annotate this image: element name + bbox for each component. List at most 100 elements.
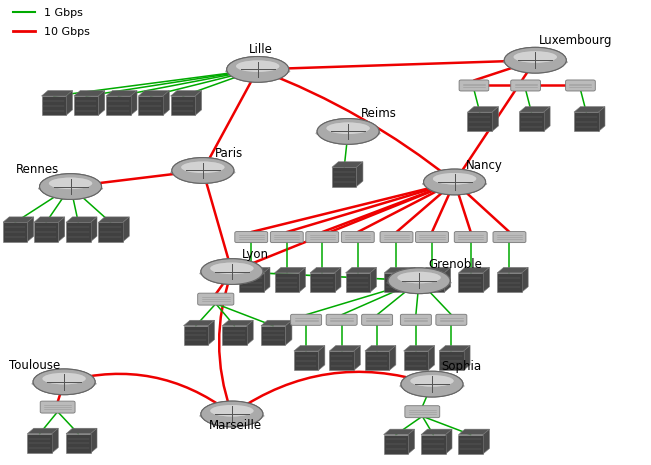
Polygon shape xyxy=(458,267,490,273)
Ellipse shape xyxy=(201,259,263,285)
Polygon shape xyxy=(3,222,27,242)
Ellipse shape xyxy=(503,58,568,66)
Polygon shape xyxy=(365,351,389,370)
Ellipse shape xyxy=(171,168,236,177)
Polygon shape xyxy=(421,429,452,435)
Ellipse shape xyxy=(400,382,465,391)
Polygon shape xyxy=(74,91,105,96)
Polygon shape xyxy=(106,96,131,115)
Polygon shape xyxy=(74,96,98,115)
Polygon shape xyxy=(458,429,490,435)
Polygon shape xyxy=(294,345,325,351)
Ellipse shape xyxy=(387,278,452,287)
Polygon shape xyxy=(519,106,550,112)
Ellipse shape xyxy=(316,129,381,138)
Polygon shape xyxy=(383,429,415,435)
Polygon shape xyxy=(370,267,376,292)
Text: Lille: Lille xyxy=(249,43,273,56)
Ellipse shape xyxy=(401,371,463,397)
Polygon shape xyxy=(59,217,64,242)
Polygon shape xyxy=(384,273,409,292)
Ellipse shape xyxy=(225,67,290,76)
Polygon shape xyxy=(90,217,97,242)
Text: Reims: Reims xyxy=(361,107,397,120)
Ellipse shape xyxy=(422,179,487,188)
Polygon shape xyxy=(98,222,123,242)
Polygon shape xyxy=(384,267,415,273)
Polygon shape xyxy=(574,112,598,132)
Polygon shape xyxy=(497,267,528,273)
FancyBboxPatch shape xyxy=(326,314,357,326)
FancyBboxPatch shape xyxy=(454,232,487,243)
Polygon shape xyxy=(184,326,208,345)
Ellipse shape xyxy=(201,259,263,285)
Polygon shape xyxy=(261,320,292,326)
Ellipse shape xyxy=(38,184,103,193)
Polygon shape xyxy=(598,106,605,132)
Polygon shape xyxy=(409,267,415,292)
Polygon shape xyxy=(483,267,490,292)
Polygon shape xyxy=(27,217,34,242)
Polygon shape xyxy=(335,267,341,292)
Ellipse shape xyxy=(199,269,264,278)
Polygon shape xyxy=(286,320,292,345)
Polygon shape xyxy=(332,167,357,186)
Ellipse shape xyxy=(181,161,225,173)
Polygon shape xyxy=(66,91,72,115)
FancyBboxPatch shape xyxy=(362,314,393,326)
Polygon shape xyxy=(163,91,169,115)
Polygon shape xyxy=(131,91,137,115)
Ellipse shape xyxy=(210,263,254,274)
Ellipse shape xyxy=(227,57,288,82)
Legend: 1 Gbps, 10 Gbps: 1 Gbps, 10 Gbps xyxy=(8,4,94,41)
Polygon shape xyxy=(34,217,64,222)
Ellipse shape xyxy=(199,412,264,420)
Ellipse shape xyxy=(49,178,92,189)
FancyBboxPatch shape xyxy=(566,80,595,91)
Polygon shape xyxy=(329,351,354,370)
Ellipse shape xyxy=(31,379,96,388)
Ellipse shape xyxy=(181,161,225,173)
FancyBboxPatch shape xyxy=(436,314,467,326)
Polygon shape xyxy=(467,112,492,132)
Ellipse shape xyxy=(326,122,370,134)
Polygon shape xyxy=(310,267,341,273)
Text: Toulouse: Toulouse xyxy=(9,359,61,372)
Polygon shape xyxy=(445,429,452,454)
Polygon shape xyxy=(365,345,396,351)
Polygon shape xyxy=(519,112,544,132)
Ellipse shape xyxy=(317,119,379,144)
Polygon shape xyxy=(42,91,72,96)
Polygon shape xyxy=(428,345,435,370)
Ellipse shape xyxy=(171,168,236,177)
Polygon shape xyxy=(458,435,483,454)
Ellipse shape xyxy=(388,268,450,293)
Polygon shape xyxy=(184,320,214,326)
Polygon shape xyxy=(439,351,464,370)
Text: Paris: Paris xyxy=(214,147,243,160)
Polygon shape xyxy=(208,320,214,345)
FancyBboxPatch shape xyxy=(290,314,322,326)
Ellipse shape xyxy=(316,129,381,138)
Polygon shape xyxy=(421,435,445,454)
Polygon shape xyxy=(354,345,361,370)
Text: Grenoble: Grenoble xyxy=(429,258,482,271)
Polygon shape xyxy=(389,345,396,370)
Polygon shape xyxy=(275,267,305,273)
Ellipse shape xyxy=(400,382,465,391)
Text: Nancy: Nancy xyxy=(466,159,503,172)
Polygon shape xyxy=(357,162,363,186)
Polygon shape xyxy=(329,345,361,351)
Polygon shape xyxy=(3,217,34,222)
Polygon shape xyxy=(318,345,325,370)
Ellipse shape xyxy=(236,60,279,72)
Polygon shape xyxy=(464,345,470,370)
Polygon shape xyxy=(27,434,52,453)
Ellipse shape xyxy=(433,173,477,185)
Polygon shape xyxy=(171,91,202,96)
Text: Marseille: Marseille xyxy=(208,419,262,432)
Ellipse shape xyxy=(397,272,441,283)
Polygon shape xyxy=(420,267,450,273)
Polygon shape xyxy=(492,106,499,132)
FancyBboxPatch shape xyxy=(341,232,374,243)
